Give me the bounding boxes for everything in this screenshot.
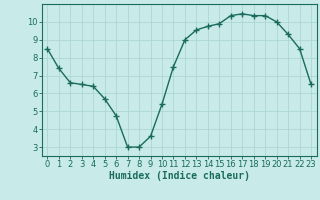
X-axis label: Humidex (Indice chaleur): Humidex (Indice chaleur): [109, 171, 250, 181]
